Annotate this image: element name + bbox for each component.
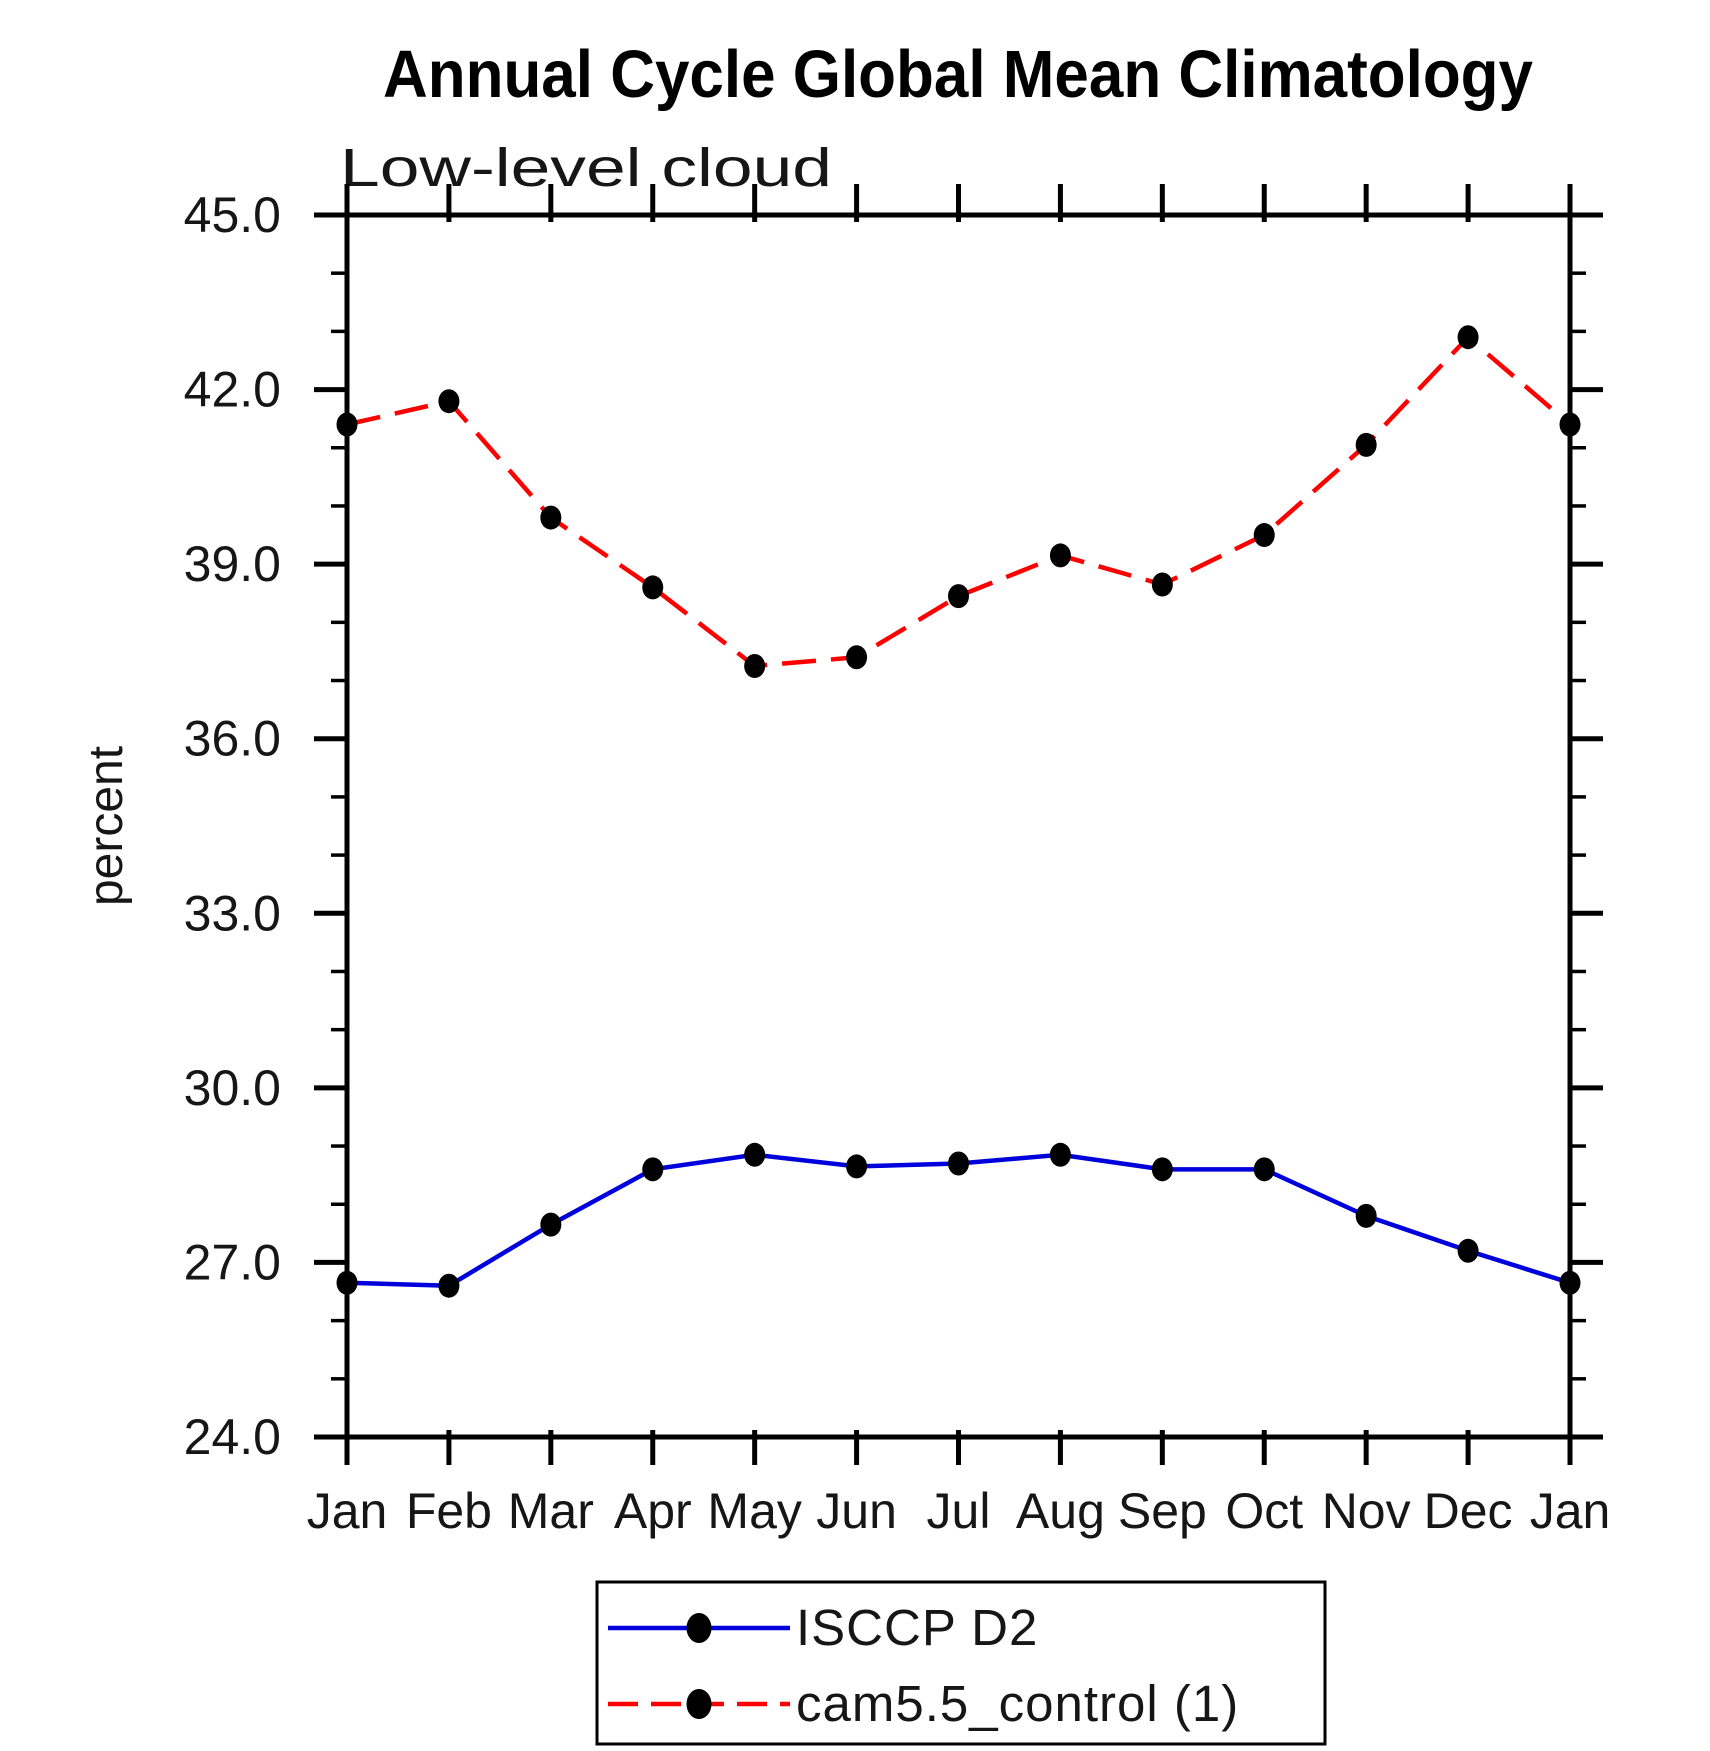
x-tick-label: Mar bbox=[508, 1483, 594, 1539]
y-tick-label: 42.0 bbox=[184, 362, 281, 418]
y-axis-label: percent bbox=[80, 746, 133, 906]
data-point-marker bbox=[1253, 1157, 1275, 1182]
data-point-marker bbox=[642, 1157, 664, 1182]
data-point-marker bbox=[744, 1142, 766, 1167]
data-point-marker bbox=[948, 584, 969, 609]
y-tick-label: 36.0 bbox=[184, 711, 281, 767]
data-point-marker bbox=[1457, 325, 1479, 350]
data-point-marker bbox=[846, 645, 868, 670]
legend-entry-marker bbox=[686, 1613, 712, 1643]
data-point-marker bbox=[846, 1154, 868, 1179]
data-point-marker bbox=[1151, 572, 1173, 597]
data-point-marker bbox=[744, 653, 766, 678]
data-point-marker bbox=[1049, 543, 1071, 568]
x-tick-label: Apr bbox=[614, 1483, 692, 1539]
legend-box bbox=[595, 1580, 1327, 1746]
data-point-marker bbox=[642, 575, 664, 600]
x-tick-label: Jan bbox=[1530, 1483, 1611, 1539]
legend-entry-label: cam5.5_control (1) bbox=[796, 1675, 1239, 1732]
data-point-marker bbox=[1253, 523, 1275, 548]
y-tick-label: 33.0 bbox=[184, 885, 281, 941]
x-tick-label: Jun bbox=[816, 1483, 897, 1539]
x-tick-label: Sep bbox=[1118, 1483, 1207, 1539]
y-tick-label: 39.0 bbox=[184, 536, 281, 592]
data-point-marker bbox=[948, 1151, 969, 1176]
x-tick-label: Jul bbox=[927, 1483, 991, 1539]
y-tick-label: 27.0 bbox=[184, 1234, 281, 1290]
data-point-marker bbox=[336, 412, 358, 437]
axis-frame bbox=[344, 212, 1573, 1440]
x-tick-label: Feb bbox=[406, 1483, 492, 1539]
x-tick-label: May bbox=[707, 1483, 801, 1539]
legend-entry-marker bbox=[686, 1689, 712, 1719]
data-point-marker bbox=[1355, 1203, 1377, 1228]
x-tick-label: Dec bbox=[1424, 1483, 1513, 1539]
data-point-marker bbox=[1049, 1142, 1071, 1167]
data-point-marker bbox=[1457, 1238, 1479, 1263]
data-point-marker bbox=[438, 1273, 460, 1298]
y-tick-label: 45.0 bbox=[184, 187, 281, 243]
y-tick-label: 24.0 bbox=[184, 1409, 281, 1465]
data-point-marker bbox=[1151, 1157, 1173, 1182]
data-point-marker bbox=[1559, 412, 1581, 437]
x-tick-label: Oct bbox=[1225, 1483, 1303, 1539]
data-point-marker bbox=[1355, 432, 1377, 457]
data-point-marker bbox=[438, 389, 460, 414]
x-tick-label: Nov bbox=[1322, 1483, 1411, 1539]
data-point-marker bbox=[540, 505, 562, 530]
data-point-marker bbox=[336, 1270, 358, 1295]
x-tick-label: Jan bbox=[307, 1483, 388, 1539]
data-point-marker bbox=[540, 1212, 562, 1237]
chart-title: Annual Cycle Global Mean Climatology bbox=[383, 37, 1533, 112]
series-line-cam55-control bbox=[346, 334, 1572, 669]
y-tick-label: 30.0 bbox=[184, 1060, 281, 1116]
data-point-marker bbox=[1559, 1270, 1581, 1295]
chart-subtitle: Low-level cloud bbox=[340, 138, 832, 198]
x-tick-label: Aug bbox=[1016, 1483, 1105, 1539]
legend-entry-label: ISCCP D2 bbox=[796, 1599, 1038, 1656]
